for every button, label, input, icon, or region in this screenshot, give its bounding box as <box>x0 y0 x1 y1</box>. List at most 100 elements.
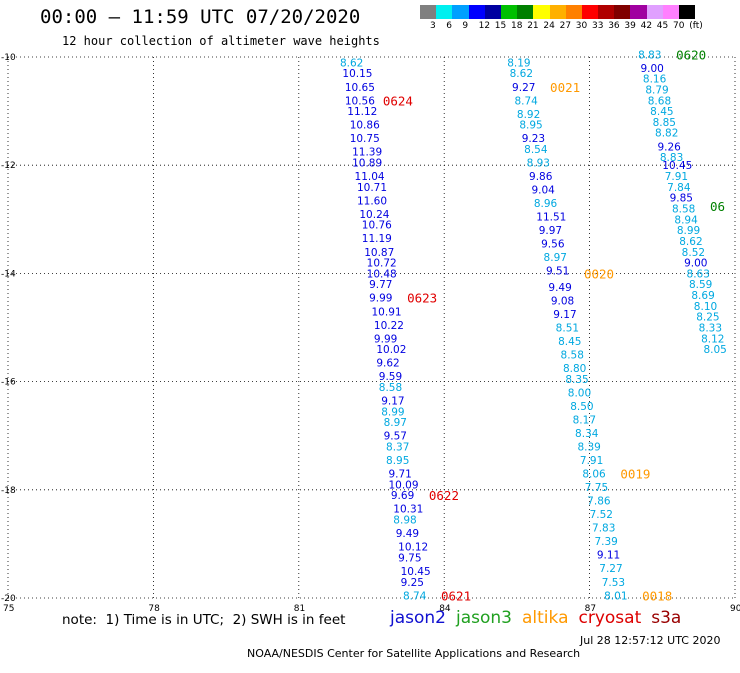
swh-reading: 10.72 <box>367 258 397 270</box>
swh-reading: 7.53 <box>602 577 625 589</box>
swh-reading: 9.57 <box>384 431 407 443</box>
lat-label: -14 <box>1 269 16 279</box>
satellite-cryosat: cryosat <box>578 608 642 628</box>
swh-reading: 10.89 <box>352 157 382 169</box>
swh-reading: 9.08 <box>551 295 574 307</box>
swh-reading: 9.49 <box>548 282 571 294</box>
swh-reading: 10.45 <box>662 160 692 172</box>
footer: NOAA/NESDIS Center for Satellite Applica… <box>240 634 720 673</box>
swh-reading: 7.84 <box>667 182 691 194</box>
track-jason2: 8.6210.1510.6510.5611.1210.8610.7511.391… <box>340 57 471 603</box>
legend-swatch <box>533 5 550 19</box>
swh-reading: 11.19 <box>362 233 392 245</box>
legend-label: 42 <box>640 21 653 31</box>
swh-reading: 9.17 <box>553 309 576 321</box>
swh-reading: 10.48 <box>367 268 397 280</box>
swh-reading: 9.00 <box>684 258 707 270</box>
swh-reading: 9.69 <box>391 490 414 502</box>
swh-reading: 9.71 <box>388 469 411 481</box>
swh-reading: 8.85 <box>653 117 676 129</box>
legend-label: 39 <box>624 21 636 31</box>
swh-reading: 9.26 <box>657 141 681 153</box>
swh-reading: 7.75 <box>585 482 608 494</box>
swh-reading: 9.56 <box>541 239 565 251</box>
lon-label: 90 <box>730 604 740 614</box>
swh-reading: 7.91 <box>665 171 688 183</box>
swh-reading: 8.95 <box>386 455 409 467</box>
legend-swatch <box>662 5 679 19</box>
time-label: 0622 <box>429 488 459 503</box>
swh-reading: 10.15 <box>342 68 372 80</box>
swh-reading: 9.97 <box>539 225 562 237</box>
time-label: 0021 <box>550 80 580 95</box>
swh-reading: 9.17 <box>381 396 404 408</box>
swh-reading: 8.74 <box>514 95 538 107</box>
swh-reading: 8.95 <box>519 120 542 132</box>
legend-label: 33 <box>592 21 604 31</box>
swh-reading: 10.76 <box>362 220 392 232</box>
swh-reading: 8.63 <box>687 268 710 280</box>
legend-label: 12 <box>478 21 491 31</box>
lon-label: 87 <box>585 604 596 614</box>
swh-reading: 7.52 <box>590 509 613 521</box>
swh-reading: 8.69 <box>691 290 714 302</box>
swh-reading: 8.97 <box>544 252 567 264</box>
swh-reading: 8.25 <box>696 312 719 324</box>
swh-reading: 11.51 <box>536 212 566 224</box>
legend-label: 45 <box>656 21 669 31</box>
swh-reading: 8.97 <box>384 417 407 429</box>
swh-reading: 8.96 <box>534 198 558 210</box>
legend-label: 6 <box>446 21 452 31</box>
legend-label: 18 <box>511 21 523 31</box>
time-label: 0620 <box>676 47 706 62</box>
swh-reading: 10.71 <box>357 182 387 194</box>
swh-reading: 8.79 <box>645 84 668 96</box>
swh-reading: 8.16 <box>643 74 667 86</box>
swh-reading: 9.23 <box>522 133 545 145</box>
footer-timestamp: Jul 28 12:57:12 UTC 2020 <box>580 634 721 647</box>
legend-swatch <box>517 5 534 19</box>
time-label: 0621 <box>441 588 471 603</box>
satellite-jason3: jason3 <box>456 608 512 628</box>
swh-reading: 9.25 <box>401 577 424 589</box>
legend-label: 30 <box>575 21 588 31</box>
lon-label: 81 <box>294 604 305 614</box>
lon-label: 75 <box>3 604 14 614</box>
swh-reading: 9.00 <box>640 63 663 75</box>
swh-reading: 8.06 <box>582 469 606 481</box>
swh-reading: 10.87 <box>364 247 394 259</box>
page-subtitle: 12 hour collection of altimeter wave hei… <box>62 34 380 48</box>
swh-reading: 8.83 <box>638 49 661 61</box>
time-label: 0019 <box>620 467 650 482</box>
lat-label: -16 <box>1 378 16 388</box>
swh-reading: 8.92 <box>517 109 540 121</box>
swh-reading: 11.04 <box>355 171 385 183</box>
legend-swatch <box>500 5 518 19</box>
swh-reading: 8.80 <box>563 363 586 375</box>
time-label: 0623 <box>407 291 437 306</box>
swh-reading: 7.83 <box>592 523 615 535</box>
satellite-legend: jason2 jason3 altika cryosat s3a <box>390 608 691 628</box>
swh-reading: 11.39 <box>352 147 382 159</box>
swh-reading: 8.45 <box>650 106 673 118</box>
swh-reading: 8.39 <box>577 442 600 454</box>
swh-reading: 8.58 <box>379 382 402 394</box>
swh-reading: 8.35 <box>565 374 588 386</box>
swh-reading: 8.62 <box>340 57 363 69</box>
lat-label: -20 <box>1 594 16 604</box>
swh-reading: 8.45 <box>558 336 581 348</box>
swh-reading: 9.59 <box>379 371 402 383</box>
swh-reading: 9.11 <box>597 550 620 562</box>
legend-swatch <box>598 5 615 19</box>
swh-reading: 8.83 <box>660 152 683 164</box>
swh-reading: 10.24 <box>359 209 389 221</box>
swh-reading: 10.09 <box>388 479 418 491</box>
legend-swatch <box>468 5 485 19</box>
legend-swatch <box>679 5 696 19</box>
legend-label: 36 <box>608 21 620 31</box>
legend-swatch <box>436 5 453 19</box>
legend-label: 27 <box>559 21 572 31</box>
track-altika: 8.198.62 9.278.74 8.928.959.238.548.93 9.86… <box>507 57 672 603</box>
